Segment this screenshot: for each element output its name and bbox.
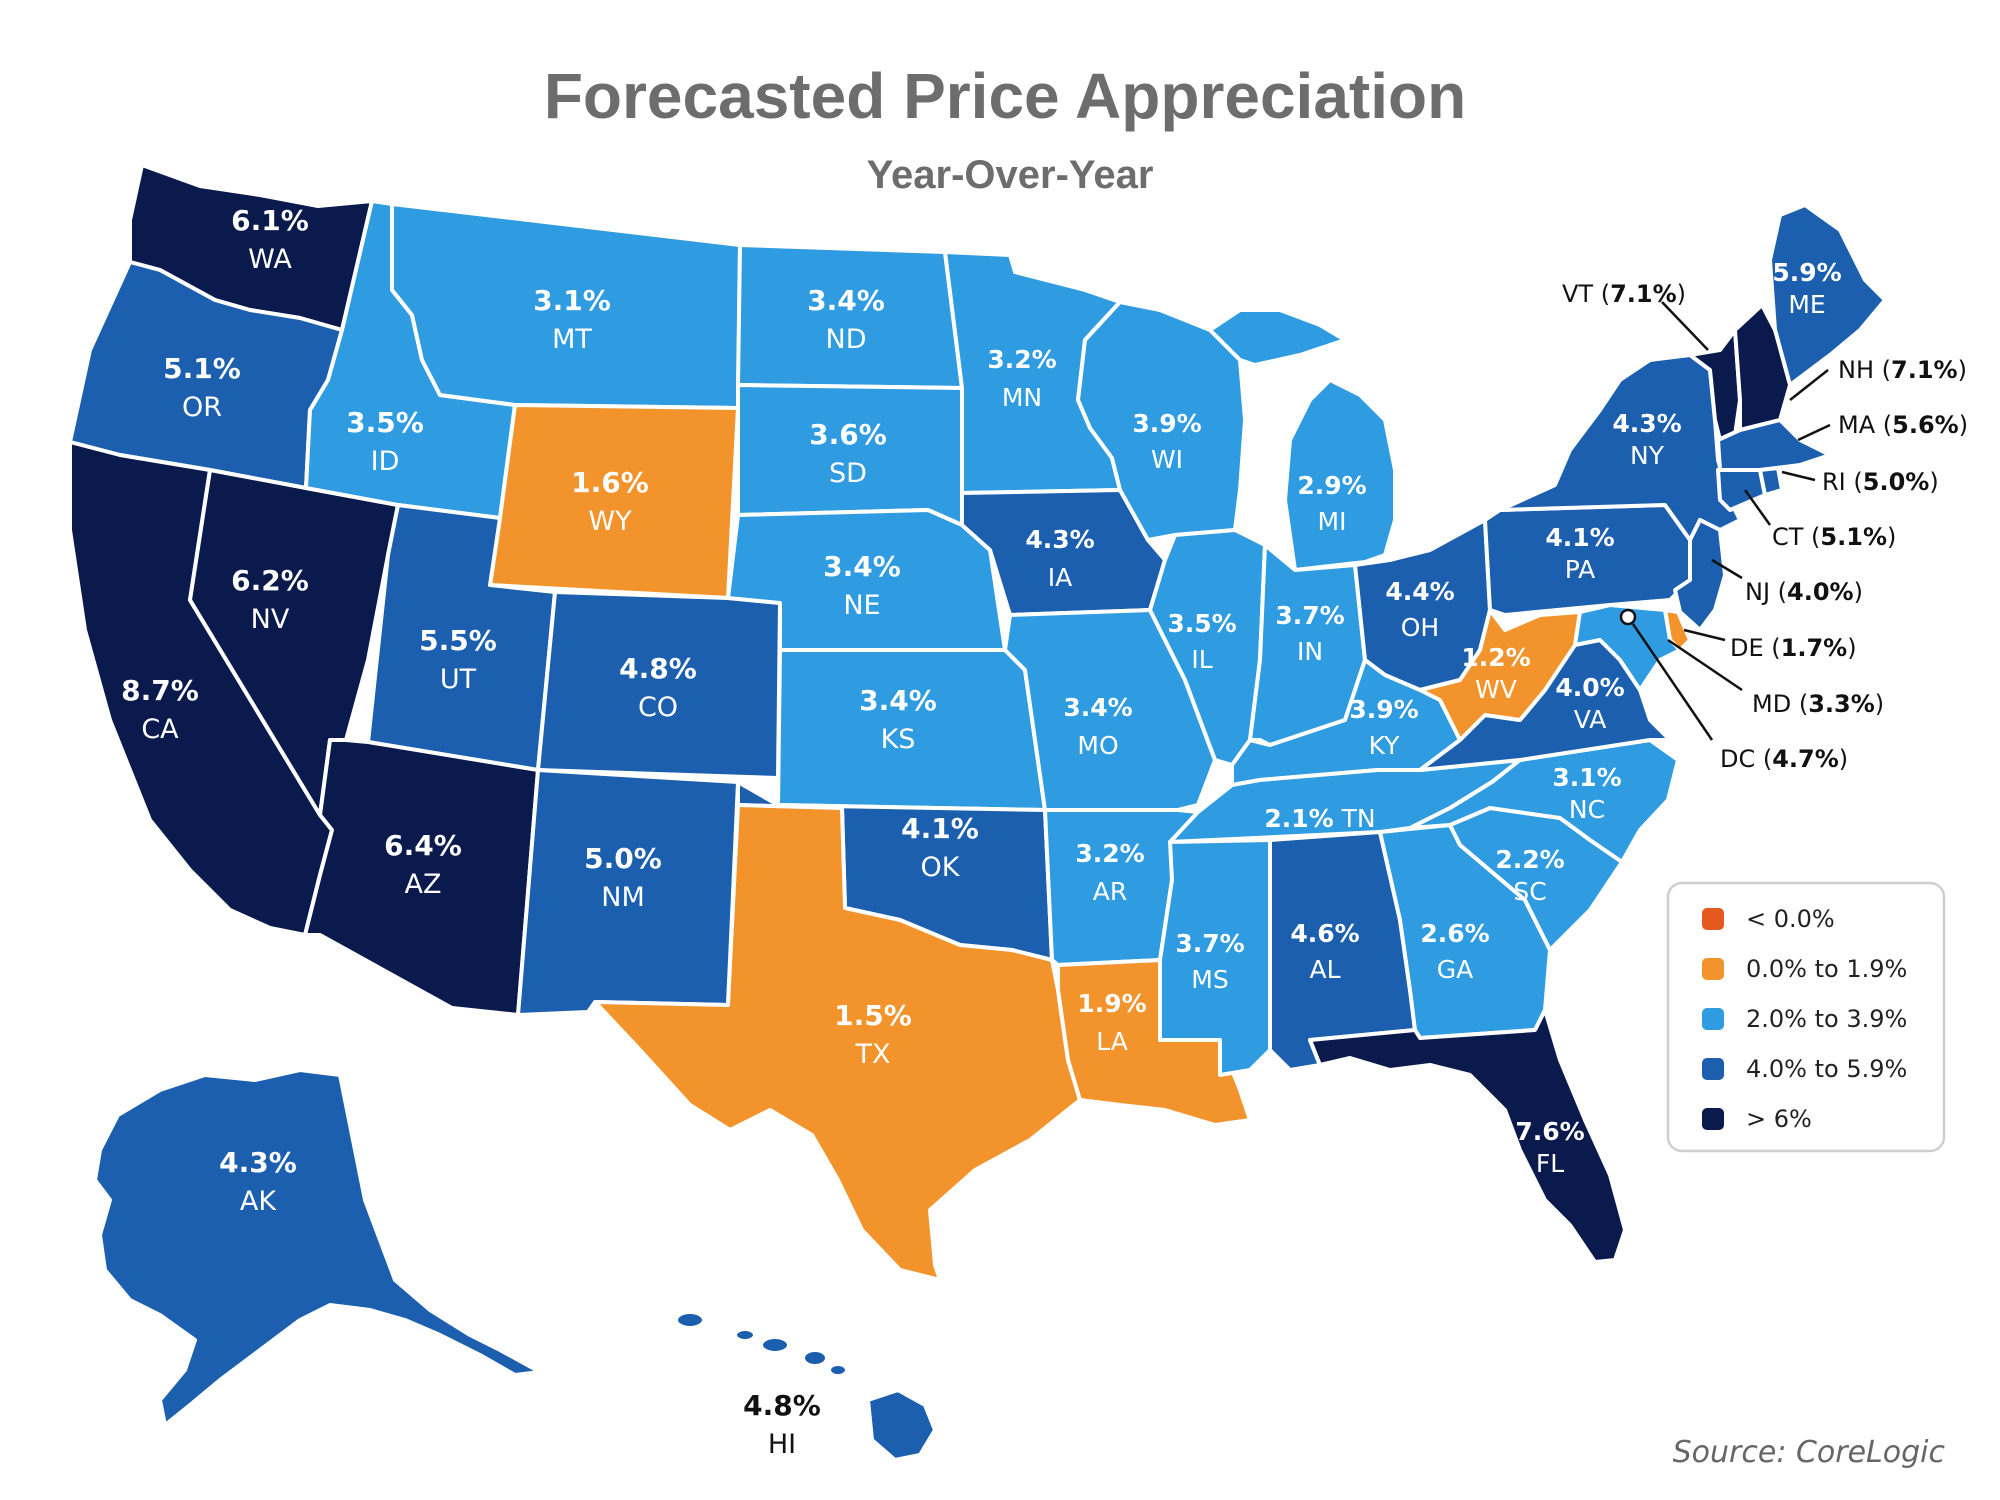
label-AR: 3.2% AR (1075, 839, 1144, 906)
label-NM: 5.0% NM (584, 842, 662, 913)
callout-DE: DE (1.7%) (1730, 634, 1857, 662)
label-NC: 3.1% NC (1552, 763, 1621, 824)
label-TN: 2.1% TN (1264, 804, 1375, 833)
state-FL (1308, 1008, 1627, 1264)
state-TX (593, 803, 1082, 1282)
callout-DC: DC (4.7%) (1720, 745, 1848, 773)
state-CT (1716, 468, 1767, 512)
label-AZ: 6.4% AZ (384, 829, 462, 900)
state-MS (1158, 838, 1272, 1077)
callout-MA: MA (5.6%) (1838, 411, 1968, 439)
label-IA: 4.3% IA (1025, 525, 1094, 592)
label-WV: 1.2% WV (1461, 643, 1530, 704)
label-CO: 4.8% CO (619, 652, 697, 723)
label-ME: 5.9% ME (1772, 258, 1841, 319)
label-WY: 1.6% WY (571, 466, 649, 537)
callout-NJ: NJ (4.0%) (1745, 578, 1863, 606)
label-MI: 2.9% MI (1297, 471, 1366, 536)
legend-label-high: 4.0% to 5.9% (1746, 1055, 1907, 1083)
state-WV (1418, 608, 1582, 742)
state-CO (536, 590, 782, 780)
callout-leaders (1631, 301, 1831, 741)
label-NE: 3.4% NE (823, 550, 901, 621)
callout-RI: RI (5.0%) (1822, 468, 1939, 496)
label-NV: 6.2% NV (231, 564, 309, 635)
label-MS: 3.7% MS (1175, 929, 1244, 994)
legend-label-mid: 2.0% to 3.9% (1746, 1005, 1907, 1033)
state-WY (488, 403, 740, 600)
legend-label-top: > 6% (1746, 1105, 1812, 1133)
label-AL: 4.6% AL (1290, 919, 1359, 984)
label-NY: 4.3% NY (1612, 409, 1681, 470)
label-MO: 3.4% MO (1063, 693, 1132, 760)
label-AK: 4.3% AK (219, 1146, 297, 1217)
label-LA: 1.9% LA (1077, 989, 1146, 1056)
state-MI (1208, 308, 1397, 572)
callout-MD: MD (3.3%) (1752, 690, 1884, 718)
legend-swatch-mid (1702, 1008, 1724, 1030)
label-IL: 3.5% IL (1167, 609, 1236, 674)
label-SD: 3.6% SD (809, 418, 887, 489)
label-IN: 3.7% IN (1275, 601, 1344, 666)
legend-swatch-low (1702, 958, 1724, 980)
state-NC (1408, 738, 1680, 864)
page-title: Forecasted Price Appreciation (544, 60, 1466, 132)
callout-CT: CT (5.1%) (1772, 523, 1896, 551)
label-MT: 3.1% MT (533, 284, 611, 355)
legend-label-neg: < 0.0% (1746, 905, 1835, 933)
label-SC: 2.2% SC (1495, 845, 1564, 906)
label-MN: 3.2% MN (987, 345, 1056, 412)
callout-NH: NH (7.1%) (1838, 356, 1967, 384)
state-SD (736, 383, 964, 527)
state-AK (93, 1068, 542, 1427)
label-GA: 2.6% GA (1420, 919, 1489, 984)
legend: < 0.0% 0.0% to 1.9% 2.0% to 3.9% 4.0% to 5.… (1666, 881, 1946, 1153)
callout-VT: VT (7.1%) (1562, 280, 1686, 308)
state-NJ (1673, 518, 1727, 632)
state-RI (1758, 466, 1784, 497)
legend-box (1666, 881, 1946, 1153)
dc-marker (1619, 608, 1637, 626)
label-PA: 4.1% PA (1545, 523, 1614, 584)
label-OK: 4.1% OK (901, 812, 979, 883)
legend-swatch-neg (1702, 908, 1724, 930)
page-subtitle: Year-Over-Year (867, 153, 1154, 197)
label-WA: 6.1% WA (231, 204, 309, 275)
source-note: Source: CoreLogic (1673, 1435, 1946, 1470)
label-KS: 3.4% KS (859, 684, 937, 755)
label-CA: 8.7% CA (121, 674, 199, 745)
state-MD (1573, 603, 1682, 692)
label-ID: 3.5% ID (346, 406, 424, 477)
state-NH (1733, 303, 1792, 432)
legend-label-low: 0.0% to 1.9% (1746, 955, 1907, 983)
legend-swatch-high (1702, 1058, 1724, 1080)
label-KY: 3.9% KY (1349, 695, 1418, 760)
label-TX: 1.5% TX (834, 999, 912, 1070)
state-HI (674, 1310, 937, 1462)
label-UT: 5.5% UT (419, 624, 497, 695)
label-OH: 4.4% OH (1385, 577, 1454, 642)
label-FL: 7.6% FL (1515, 1117, 1584, 1178)
label-HI: 4.8% HI (743, 1389, 821, 1460)
legend-swatch-top (1702, 1108, 1724, 1130)
label-VA: 4.0% VA (1555, 673, 1624, 734)
label-WI: 3.9% WI (1132, 409, 1201, 474)
label-ND: 3.4% ND (807, 284, 885, 355)
label-OR: 5.1% OR (163, 352, 241, 423)
